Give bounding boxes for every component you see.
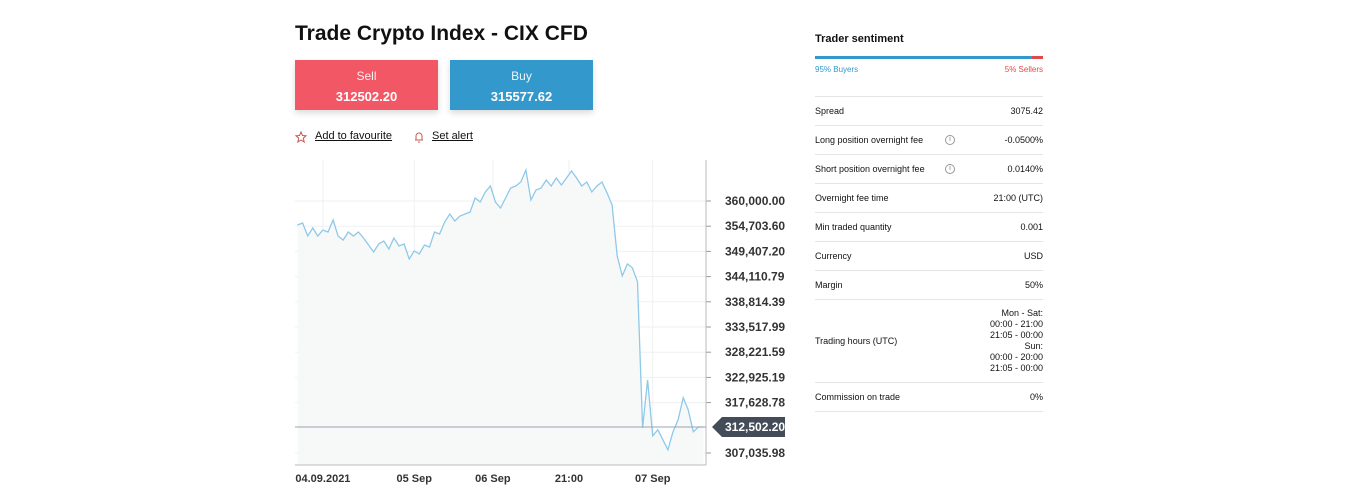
detail-value: 21:05 - 00:00 [989,363,1043,373]
bell-icon [415,132,423,143]
title: Trade Crypto Index - CIX CFD [295,22,588,45]
detail-label-wrap: Currency [815,251,957,261]
buyers-bar [815,56,1032,59]
detail-value: USD [1023,250,1043,261]
detail-label: Margin [815,280,843,290]
side-panel: Trader sentiment 95% Buyers 5% Sellers S… [815,33,1043,412]
sellers-bar [1031,56,1043,59]
add-favourite[interactable]: Add to favourite [315,130,393,142]
detail-value-wrap: USD [1024,251,1043,262]
detail-label-wrap: Spread [815,106,957,116]
detail-value: 00:00 - 20:00 [989,352,1043,362]
info-icon: i [945,135,955,145]
detail-label: Currency [815,251,852,261]
detail-value: 00:00 - 21:00 [989,319,1043,329]
y-tick-label: 360,000.00 [725,194,785,208]
buy-label: Buy [511,69,532,83]
detail-value: 0% [1029,391,1043,402]
y-tick-label: 307,035.98 [725,446,785,460]
detail-value: 21:05 - 00:00 [989,330,1043,340]
detail-label-wrap: Overnight fee time [815,193,957,203]
detail-label-wrap: Trading hours (UTC) [815,336,957,346]
detail-value: 3075.42 [1010,105,1043,116]
detail-label: Long position overnight fee [815,135,924,145]
detail-value-wrap: 0.001 [1020,222,1043,233]
detail-value: Sun: [1024,341,1043,351]
details: Spread 3075.42 Long position overnight fee… [815,96,1043,412]
detail-label-wrap: Commission on trade [815,392,957,402]
detail-value: 21:00 (UTC) [993,192,1043,203]
detail-label: Short position overnight fee [815,164,925,174]
detail-label-wrap: Margin [815,280,957,290]
detail-value: 50% [1024,279,1043,290]
current-price-tag [712,416,785,437]
detail-label: Commission on trade [815,392,901,402]
sentiment-bar [815,56,1043,59]
detail-value-wrap: 0% [1030,392,1043,403]
y-tick-label: 322,925.19 [725,370,785,384]
detail-value-wrap: Mon - Sat: 00:00 - 21:00 21:05 - 00:00 Sun:… [990,308,1043,374]
detail-label: Overnight fee time [815,193,889,203]
detail-label: Trading hours (UTC) [815,336,898,346]
y-tick-label: 333,517.99 [725,320,785,334]
y-tick-label: 344,110.79 [725,270,785,284]
detail-row: Min traded quantity 0.001 [815,213,1043,242]
detail-value-wrap: 3075.42 [1010,106,1043,117]
area [297,170,704,465]
chart: 04.09.2021 05 Sep 06 Sep 21:00 07 Sep 360,000… [295,160,785,485]
detail-row: Currency USD [815,242,1043,271]
sell-button[interactable]: Sell 312502.20 [295,60,438,110]
detail-label: Min traded quantity [815,222,892,232]
x-tick-label: 04.09.2021 [295,473,350,485]
current-price-label: 312,502.20 [725,420,785,434]
detail-label-wrap: Short position overnight fee i [815,164,957,174]
detail-value: Mon - Sat: [1001,308,1043,318]
x-tick-label: 07 Sep [635,473,671,485]
line [297,167,704,452]
set-alert[interactable]: Set alert [432,130,473,142]
detail-row: Short position overnight fee i 0.0140% [815,155,1043,184]
y-tick-label: 338,814.39 [725,295,785,309]
x-tick-label: 21:00 [555,473,583,485]
detail-row: Trading hours (UTC) Mon - Sat: 00:00 - 21:… [815,300,1043,383]
detail-value: 0.0140% [1007,163,1043,174]
detail-value-wrap: 21:00 (UTC) [993,193,1043,204]
sentiment-title: Trader sentiment [815,33,904,45]
y-tick-label: 349,407.20 [725,244,785,258]
detail-value-wrap: 0.0140% [1007,164,1043,175]
x-tick-label: 06 Sep [475,473,511,485]
star-icon [295,131,307,143]
sell-price: 312502.20 [335,89,398,104]
detail-row: Margin 50% [815,271,1043,300]
detail-label-wrap: Min traded quantity [815,222,957,232]
sellers-label: 5% Sellers [1004,65,1043,74]
detail-value-wrap: -0.0500% [1004,135,1043,146]
detail-value-wrap: 50% [1025,280,1043,291]
x-tick-label: 05 Sep [397,473,433,485]
y-tick-label: 354,703.60 [725,219,785,233]
buy-price: 315577.62 [490,89,553,104]
detail-row: Long position overnight fee i -0.0500% [815,126,1043,155]
detail-row: Spread 3075.42 [815,97,1043,126]
detail-row: Overnight fee time 21:00 (UTC) [815,184,1043,213]
y-tick-label: 317,628.78 [725,396,785,410]
detail-label: Spread [815,106,845,116]
sell-label: Sell [356,69,377,83]
info-icon: i [945,164,955,174]
detail-row: Commission on trade 0% [815,383,1043,412]
y-tick-label: 328,221.59 [725,345,785,359]
detail-label-wrap: Long position overnight fee i [815,135,957,145]
buyers-label: 95% Buyers [815,65,859,74]
detail-value: -0.0500% [1004,134,1043,145]
detail-value: 0.001 [1020,221,1043,232]
buy-button[interactable]: Buy 315577.62 [450,60,593,110]
